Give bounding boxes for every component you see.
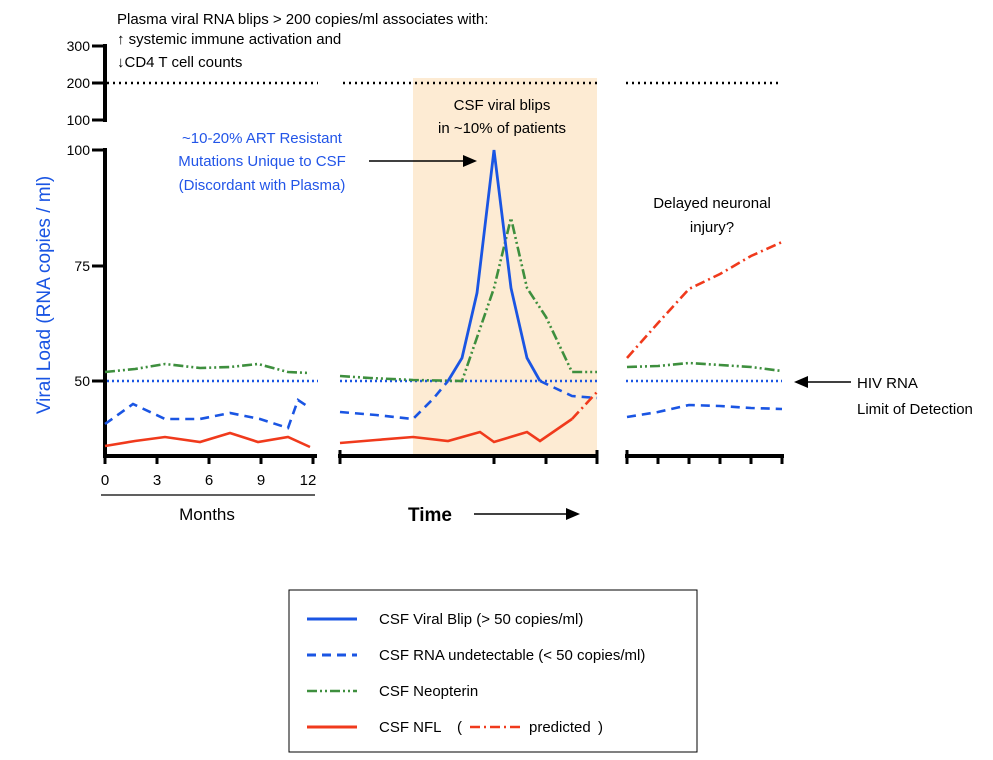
lower-tick-label-75: 75 xyxy=(74,258,90,274)
nfl-line-seg1 xyxy=(104,431,311,449)
months-label: Months xyxy=(179,505,235,524)
delayed-annotation-2: injury? xyxy=(690,219,734,236)
nfl-predicted-line-seg2 xyxy=(571,391,598,420)
header-line-2: ↑ systemic immune activation and xyxy=(117,31,341,48)
x-tick-label-12: 12 xyxy=(300,472,317,489)
upper-tick-label-300: 300 xyxy=(67,38,91,54)
x-tick-label-0: 0 xyxy=(101,472,109,489)
legend-paren-open: ( xyxy=(457,719,462,736)
legend-box xyxy=(288,589,698,753)
x-tick-label-9: 9 xyxy=(257,472,265,489)
y-axis-title: Viral Load (RNA copies / ml) xyxy=(34,176,55,414)
lower-tick-label-50: 50 xyxy=(74,373,90,389)
resistant-annotation-2: Mutations Unique to CSF xyxy=(178,153,346,170)
nfl-predicted-line-seg3 xyxy=(626,240,783,359)
resistant-arrow-head xyxy=(463,155,477,167)
undetectable-line-seg3 xyxy=(626,403,783,419)
blip-annotation-1: CSF viral blips xyxy=(454,97,551,114)
delayed-annotation-1: Delayed neuronal xyxy=(653,195,771,212)
blip-window-shade xyxy=(413,78,597,456)
legend-label-nfl: CSF NFL xyxy=(379,719,442,736)
blip-annotation-2: in ~10% of patients xyxy=(438,120,566,137)
neopterin-line-seg1 xyxy=(104,362,311,375)
header-line-1: Plasma viral RNA blips > 200 copies/ml a… xyxy=(117,11,488,28)
undetectable-line-seg2a xyxy=(339,380,449,421)
nfl-line-seg2 xyxy=(339,417,573,445)
legend-label-neopterin: CSF Neopterin xyxy=(379,683,478,700)
legend-label-predicted: predicted xyxy=(529,719,591,736)
neopterin-line-seg3 xyxy=(626,361,783,373)
time-label: Time xyxy=(408,505,452,526)
x-tick-label-3: 3 xyxy=(153,472,161,489)
lod-annotation-2: Limit of Detection xyxy=(857,401,973,418)
lower-tick-label-100: 100 xyxy=(67,142,91,158)
blip-line xyxy=(446,149,542,382)
x-tick-label-6: 6 xyxy=(205,472,213,489)
upper-tick-label-100: 100 xyxy=(67,112,91,128)
legend-label-blip: CSF Viral Blip (> 50 copies/ml) xyxy=(379,611,583,628)
header-line-3: ↓CD4 T cell counts xyxy=(117,54,242,71)
time-arrow-head xyxy=(566,508,580,520)
legend-label-undetectable: CSF RNA undetectable (< 50 copies/ml) xyxy=(379,647,645,664)
lod-arrow-head xyxy=(794,376,808,388)
resistant-annotation-3: (Discordant with Plasma) xyxy=(179,177,346,194)
lod-annotation-1: HIV RNA xyxy=(857,375,918,392)
resistant-annotation-1: ~10-20% ART Resistant xyxy=(182,130,343,147)
neopterin-line-seg2 xyxy=(339,217,597,383)
legend-paren-close: ) xyxy=(598,719,603,736)
undetectable-line-seg2b xyxy=(539,379,598,400)
upper-tick-label-200: 200 xyxy=(67,75,91,91)
undetectable-line-seg1 xyxy=(104,397,311,430)
